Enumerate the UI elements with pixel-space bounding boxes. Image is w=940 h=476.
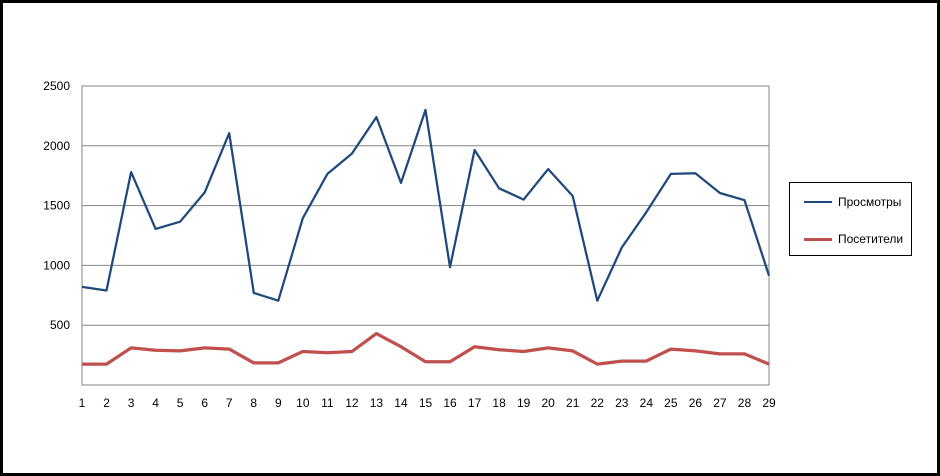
x-tick-label: 23	[615, 396, 629, 410]
y-axis-ticks: 500 1000 1500 2000 2500	[43, 79, 70, 332]
x-axis-ticks: 1 2 3 4 5 6 7 8 9 10 11 12 13 14 15 16 17 18 19 20 21 22 23 24 2…	[79, 396, 776, 410]
plot-border	[81, 85, 770, 386]
x-tick-label: 5	[177, 396, 184, 410]
x-tick-label: 10	[296, 396, 310, 410]
x-tick-label: 8	[250, 396, 257, 410]
x-tick-label: 13	[370, 396, 384, 410]
y-tick-label: 1000	[43, 258, 70, 272]
x-tick-label: 24	[640, 396, 654, 410]
gridlines	[81, 85, 770, 386]
x-tick-label: 9	[275, 396, 282, 410]
x-tick-label: 14	[394, 396, 408, 410]
x-tick-label: 2	[103, 396, 110, 410]
legend-item-views: Просмотры	[804, 194, 901, 210]
y-tick-label: 2000	[43, 139, 70, 153]
x-tick-label: 4	[152, 396, 159, 410]
legend-swatch-visitors	[804, 237, 832, 241]
x-tick-label: 28	[738, 396, 752, 410]
x-tick-label: 15	[419, 396, 433, 410]
legend: Просмотры Посетители	[789, 182, 912, 256]
y-tick-label: 2500	[43, 79, 70, 93]
y-tick-label: 1500	[43, 199, 70, 213]
legend-label-visitors: Посетители	[838, 232, 904, 246]
series-line-visitors	[82, 331, 770, 366]
series-line-views	[81, 108, 771, 302]
plot-area	[81, 108, 771, 366]
x-tick-label: 1	[79, 396, 86, 410]
x-tick-label: 27	[713, 396, 727, 410]
x-tick-label: 19	[517, 396, 531, 410]
legend-item-visitors: Посетители	[804, 231, 903, 247]
x-tick-label: 26	[689, 396, 703, 410]
x-tick-label: 20	[541, 396, 555, 410]
x-tick-label: 22	[591, 396, 605, 410]
x-tick-label: 11	[321, 396, 334, 410]
x-tick-label: 3	[128, 396, 135, 410]
x-tick-label: 7	[226, 396, 233, 410]
x-tick-label: 6	[201, 396, 208, 410]
x-tick-label: 18	[492, 396, 506, 410]
legend-label-views: Просмотры	[838, 195, 902, 209]
legend-swatch-views	[804, 201, 832, 203]
x-tick-label: 17	[468, 396, 482, 410]
x-tick-label: 16	[443, 396, 457, 410]
x-tick-label: 25	[664, 396, 678, 410]
x-tick-label: 21	[566, 396, 580, 410]
y-tick-label: 500	[50, 318, 70, 332]
x-tick-label: 12	[345, 396, 359, 410]
x-tick-label: 29	[762, 396, 776, 410]
